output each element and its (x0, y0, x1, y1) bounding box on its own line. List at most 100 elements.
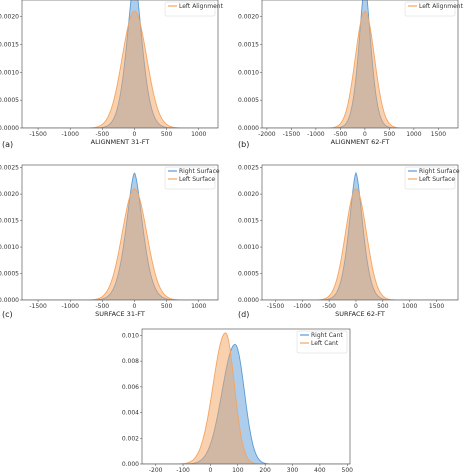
axes-frame (141, 328, 351, 465)
x-tick-label: -1500 (267, 303, 285, 310)
series-line-2 (262, 10, 458, 128)
x-tick-label: 100 (232, 467, 244, 474)
series-area-2 (22, 188, 218, 300)
x-tick-label: -1500 (29, 303, 47, 310)
panel-label: (b) (238, 140, 249, 149)
legend-entry: Right Surface (419, 168, 460, 175)
y-tick-label: 0.004 (122, 410, 139, 417)
y-tick-label: 0.0000 (238, 125, 259, 132)
x-tick-label: 200 (259, 467, 271, 474)
y-tick-label: 0.0000 (0, 125, 19, 132)
panel-label: (c) (2, 310, 13, 319)
legend (404, 166, 456, 190)
y-tick-label: 0.0015 (0, 42, 19, 49)
legend-entry: Right Cant (311, 332, 343, 339)
y-tick-label: 0.0000 (238, 297, 259, 304)
series-area-2 (22, 11, 218, 128)
y-tick-label: 0.000 (122, 461, 139, 468)
panel-4: -1500 -1000 -500 0 500 1000 1500 0.0000 0.0005 0.… (238, 165, 460, 319)
y-tick-label: 0.0015 (238, 218, 259, 225)
x-tick-label: -200 (149, 467, 163, 474)
y-tick-label: 0.0010 (238, 69, 259, 76)
panel-3: -1500 -1000 -500 0 500 1000 0.0000 0.0005 0.0010… (0, 165, 220, 319)
x-tick-label: -500 (322, 303, 336, 310)
series-line-2 (262, 188, 458, 300)
x-tick-label: 1500 (431, 131, 446, 138)
axes-frame (261, 164, 459, 301)
y-tick-label: 0.002 (122, 435, 139, 442)
panel-5: -200 -100 0 100 200 300 400 500 0.000 0.002 0.004 0… (122, 328, 354, 474)
y-tick-label: 0.0020 (238, 191, 259, 198)
y-tick-label: 0.0010 (0, 244, 19, 251)
series-line-1 (142, 343, 350, 464)
y-tick-label: 0.0005 (0, 271, 19, 278)
series-area-2 (262, 188, 458, 300)
y-tick-label: 0.006 (122, 384, 139, 391)
legend (164, 1, 216, 17)
y-tick-label: 0.0025 (238, 165, 259, 172)
axes-frame (21, 0, 219, 129)
x-tick-label: 1000 (191, 303, 206, 310)
y-tick-label: 0.0015 (238, 42, 259, 49)
x-tick-label: 1000 (406, 131, 421, 138)
x-tick-label: 1000 (191, 131, 206, 138)
x-axis-label: ALIGNMENT 62-FT (331, 138, 390, 146)
legend-entry: Left Surface (179, 176, 215, 183)
x-tick-label: 0 (133, 303, 137, 310)
x-tick-label: 1500 (429, 303, 444, 310)
legend (296, 330, 348, 354)
legend-entry: Right Surface (179, 168, 220, 175)
x-tick-label: 500 (384, 131, 396, 138)
x-tick-label: -2000 (258, 131, 276, 138)
y-tick-label: 0.010 (122, 332, 139, 339)
panel-2: -2000 -1500 -1000 -500 0 500 1000 1500 0.0000 0.0… (238, 0, 464, 149)
x-tick-label: 500 (161, 131, 173, 138)
legend-entry: Left Alignment (419, 3, 464, 10)
x-tick-label: -1000 (294, 303, 312, 310)
axes-frame (21, 164, 219, 301)
y-tick-label: 0.0025 (0, 165, 19, 172)
x-tick-label: 500 (161, 303, 173, 310)
y-tick-label: 0.0010 (0, 69, 19, 76)
x-tick-label: 500 (342, 467, 354, 474)
y-tick-label: 0.0015 (0, 218, 19, 225)
x-tick-label: -1500 (29, 131, 47, 138)
y-tick-label: 0.0020 (0, 191, 19, 198)
series-area-2 (262, 11, 458, 128)
x-tick-label: 1000 (402, 303, 417, 310)
x-axis-label: SURFACE 62-FT (335, 310, 385, 318)
y-tick-label: 0.0000 (0, 297, 19, 304)
panel-1: -1500 -1000 -500 0 500 1000 0.0000 0.0005 0.0010… (0, 0, 224, 149)
x-tick-label: -1000 (61, 131, 79, 138)
x-tick-label: 0 (133, 131, 137, 138)
x-tick-label: 300 (287, 467, 299, 474)
x-tick-label: -100 (176, 467, 190, 474)
x-tick-label: 400 (314, 467, 326, 474)
legend-entry: Left Surface (419, 176, 455, 183)
x-tick-label: -500 (334, 131, 348, 138)
y-tick-label: 0.0020 (238, 14, 259, 21)
x-axis-label: ALIGNMENT 31-FT (91, 138, 150, 146)
panel-label: (a) (2, 140, 13, 149)
x-tick-label: 0 (363, 131, 367, 138)
y-tick-label: 0.0005 (238, 271, 259, 278)
y-tick-label: 0.008 (122, 358, 139, 365)
x-tick-label: -1000 (307, 131, 325, 138)
y-tick-label: 0.0005 (238, 97, 259, 104)
y-tick-label: 0.0005 (0, 97, 19, 104)
x-tick-label: 500 (377, 303, 389, 310)
x-tick-label: -1500 (283, 131, 301, 138)
x-tick-label: -500 (96, 303, 110, 310)
panel-label: (d) (238, 310, 249, 319)
legend-entry: Left Cant (311, 340, 339, 347)
x-tick-label: 0 (209, 467, 213, 474)
x-axis-label: SURFACE 31-FT (95, 310, 145, 318)
x-tick-label: -500 (96, 131, 110, 138)
y-tick-label: 0.0010 (238, 244, 259, 251)
x-tick-label: -1000 (61, 303, 79, 310)
x-tick-label: 0 (354, 303, 358, 310)
legend (404, 1, 456, 17)
axes-frame (261, 0, 459, 129)
y-tick-label: 0.0020 (0, 14, 19, 21)
